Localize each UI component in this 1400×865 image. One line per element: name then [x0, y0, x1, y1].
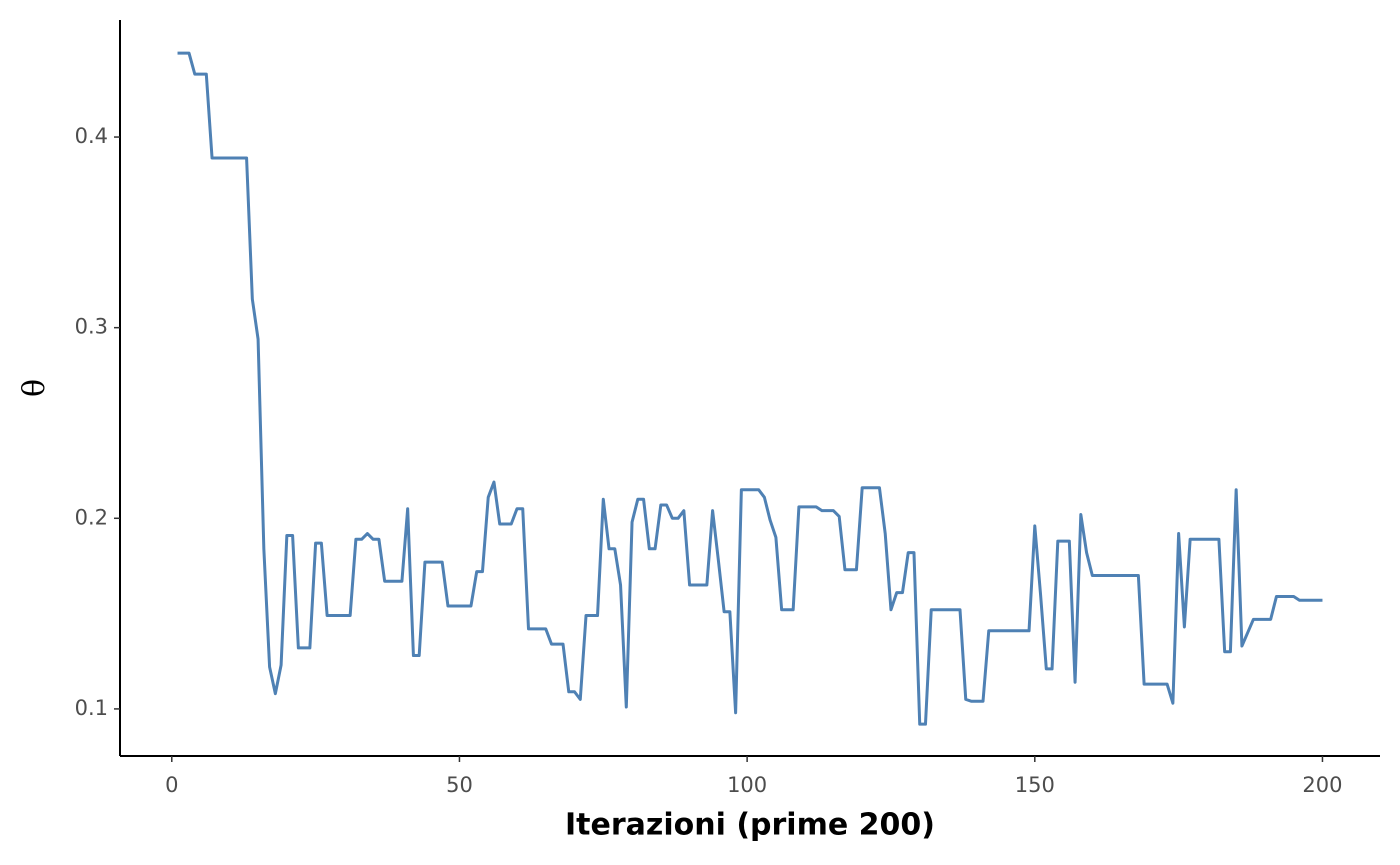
- x-tick-label: 100: [727, 773, 767, 797]
- y-tick-label: 0.2: [75, 505, 108, 529]
- y-tick-label: 0.1: [75, 696, 108, 720]
- x-tick-label: 0: [165, 773, 178, 797]
- x-tick-label: 200: [1302, 773, 1342, 797]
- x-tick-label: 50: [446, 773, 473, 797]
- y-axis-title: θ: [17, 379, 52, 397]
- y-tick-label: 0.4: [75, 124, 108, 148]
- x-axis-title: Iterazioni (prime 200): [565, 808, 935, 843]
- x-tick-label: 150: [1015, 773, 1055, 797]
- y-tick-label: 0.3: [75, 315, 108, 339]
- data-line: [177, 51, 1323, 726]
